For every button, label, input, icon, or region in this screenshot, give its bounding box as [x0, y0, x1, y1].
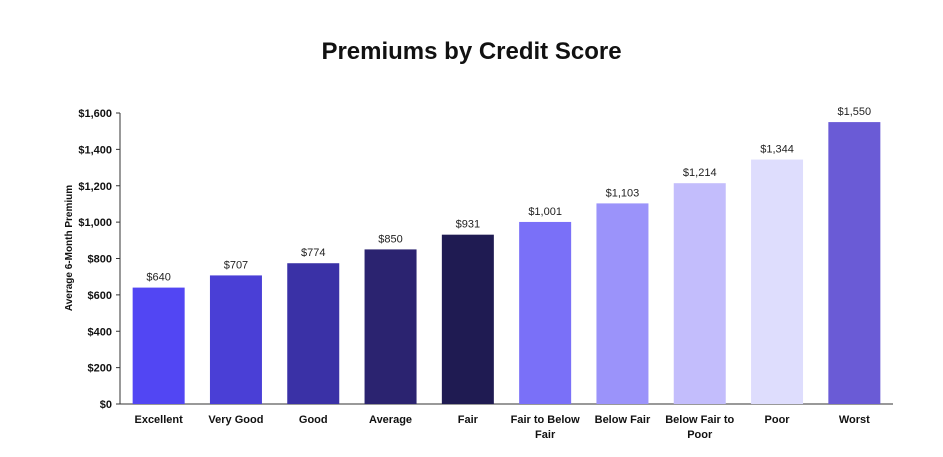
- bar-value-label: $850: [378, 233, 402, 245]
- bar-value-label: $1,214: [683, 167, 717, 179]
- bar: [209, 275, 262, 404]
- y-tick-label: $1,200: [78, 181, 112, 193]
- x-tick-label: Excellent: [134, 414, 183, 426]
- bar: [673, 183, 726, 404]
- bar: [519, 221, 572, 404]
- bar: [132, 287, 185, 404]
- y-tick-label: $1,400: [78, 144, 112, 156]
- bar: [364, 249, 417, 404]
- bar: [751, 159, 804, 404]
- chart-title: Premiums by Credit Score: [321, 38, 622, 65]
- bar-value-label: $1,550: [838, 106, 872, 118]
- x-tick-label: Very Good: [208, 414, 263, 426]
- y-tick-label: $1,000: [78, 217, 112, 229]
- bars: [132, 122, 881, 404]
- x-tick-label: Below Fair: [595, 414, 651, 426]
- x-tick-label: Fair to Below Fair: [511, 414, 581, 441]
- y-tick-label: $200: [88, 363, 112, 375]
- x-tick-label: Average: [369, 414, 412, 426]
- bar: [828, 122, 881, 404]
- y-tick-label: $1,600: [78, 108, 112, 120]
- bar: [287, 263, 340, 404]
- x-tick-label: Good: [299, 414, 328, 426]
- bar: [441, 234, 494, 404]
- x-tick-label: Fair: [458, 414, 479, 426]
- y-tick-label: $0: [100, 399, 112, 411]
- x-tick-label: Below Fair to Poor: [665, 414, 734, 441]
- y-tick-label: $800: [88, 254, 112, 266]
- bar-value-label: $1,001: [528, 206, 562, 218]
- x-tick-label: Worst: [839, 414, 870, 426]
- data-labels: $640 $707 $774 $850 $931 $1,001 $1,103 $1,214 $1…: [146, 106, 871, 284]
- y-axis-title: Average 6-Month Premium: [64, 185, 75, 311]
- bar-value-label: $774: [301, 247, 325, 259]
- bar-value-label: $640: [146, 272, 170, 284]
- bar-value-label: $931: [456, 219, 480, 231]
- bar-value-label: $1,103: [606, 187, 640, 199]
- category-labels: Excellent Very Good Good Average Fair Fair to…: [134, 414, 870, 441]
- x-tick-label: Poor: [765, 414, 791, 426]
- y-tick-label: $400: [88, 326, 112, 338]
- y-tick-label: $600: [88, 290, 112, 302]
- bar-value-label: $707: [224, 259, 248, 271]
- bar: [596, 203, 649, 404]
- bar-value-label: $1,344: [760, 144, 794, 156]
